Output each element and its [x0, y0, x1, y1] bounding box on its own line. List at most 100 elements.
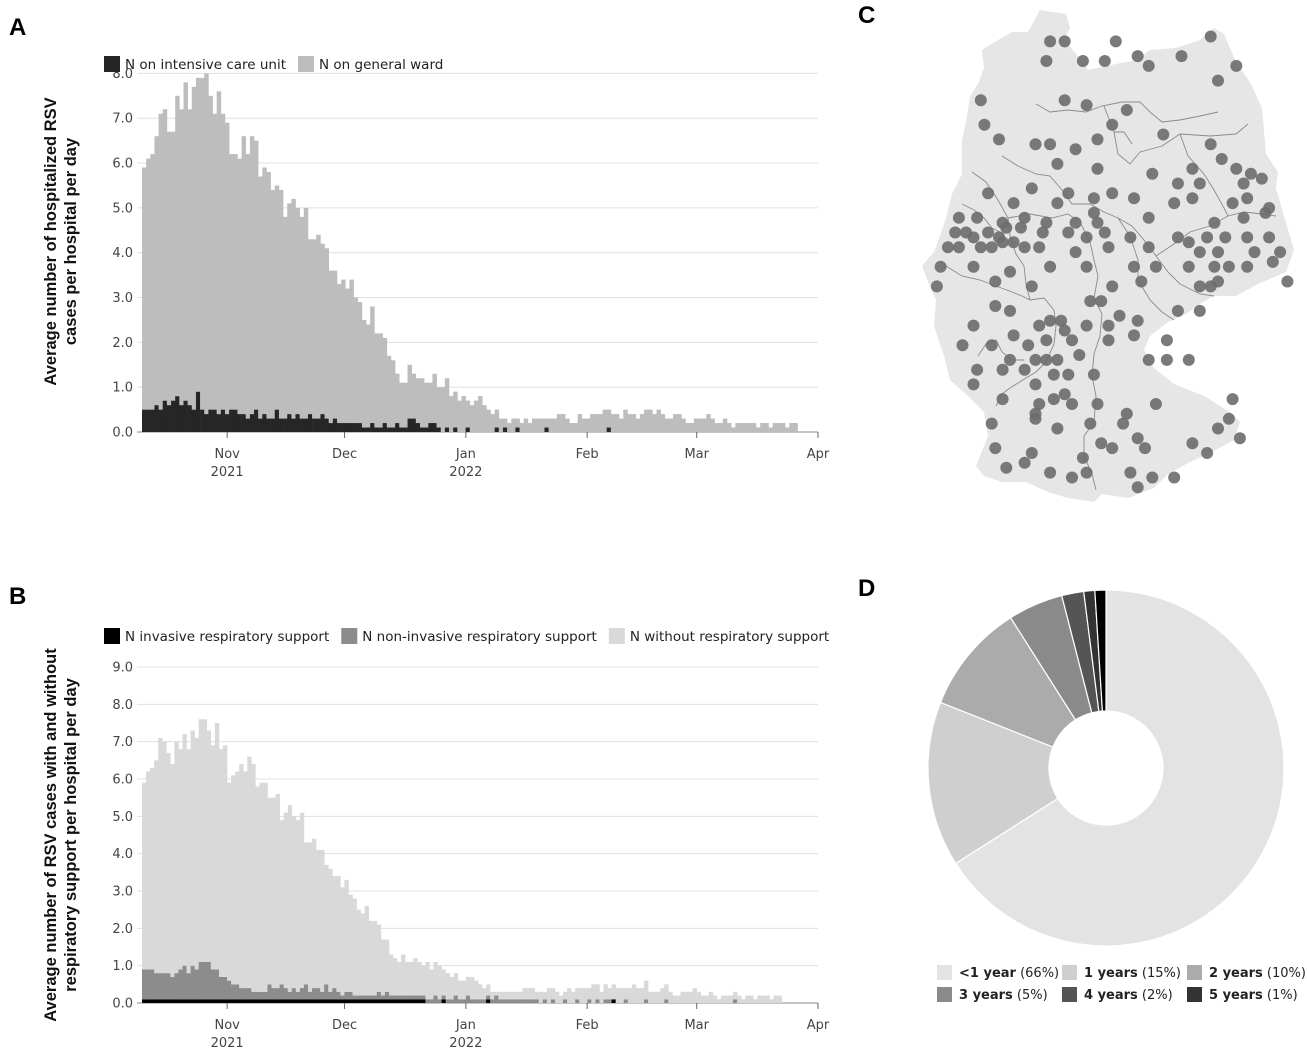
bar-segment: [295, 414, 300, 432]
bar-segment: [397, 999, 402, 1003]
bar-segment: [227, 980, 232, 1000]
bar-segment: [514, 999, 519, 1003]
bar-segment: [556, 414, 562, 432]
hospital-point: [1084, 417, 1097, 430]
hospital-point: [1171, 304, 1184, 317]
bar-segment: [200, 409, 205, 432]
bar-segment: [552, 418, 558, 432]
bar-segment: [216, 91, 222, 415]
bar-segment: [514, 991, 519, 1000]
hospital-point: [1204, 30, 1217, 43]
hospital-point: [1168, 197, 1181, 210]
bar-segment: [208, 95, 213, 410]
bar-segment: [146, 771, 151, 970]
bar-segment: [187, 109, 193, 406]
bar-segment: [324, 999, 329, 1003]
hospital-point: [1281, 275, 1294, 288]
panel-label-b: B: [9, 583, 27, 610]
bar-segment: [360, 913, 365, 996]
bar-segment: [179, 109, 184, 406]
bar-segment: [328, 868, 333, 992]
bar-segment: [166, 999, 171, 1003]
hospital-point: [1025, 182, 1038, 195]
bar-segment: [550, 988, 556, 1000]
hospital-point: [967, 231, 980, 244]
hospital-point: [1171, 177, 1184, 190]
bar-segment: [370, 306, 375, 424]
bar-segment: [204, 414, 209, 432]
bar-segment: [178, 749, 183, 970]
bar-segment: [401, 995, 406, 1000]
hospital-point: [1080, 319, 1093, 332]
bar-segment: [518, 999, 523, 1003]
hospital-point: [1182, 260, 1195, 273]
bar-segment: [368, 920, 374, 996]
y-tick-label: 7.0: [112, 112, 133, 127]
bar-segment: [271, 999, 276, 1003]
bar-segment: [307, 999, 313, 1003]
bar-segment: [251, 999, 256, 1003]
bar-segment: [224, 414, 230, 432]
hospital-point: [1069, 143, 1082, 156]
y-tick-label: 2.0: [112, 336, 133, 351]
bar-segment: [453, 427, 458, 432]
bar-segment: [486, 409, 491, 432]
bar-segment: [299, 418, 305, 432]
bar-segment: [263, 991, 268, 1000]
bar-segment: [239, 988, 244, 1000]
bar-segment: [405, 961, 410, 996]
bar-segment: [262, 414, 267, 432]
bar-segment: [672, 995, 677, 1003]
hospital-point: [1091, 133, 1104, 146]
x-tick-label: Mar: [684, 447, 709, 462]
hospital-point: [1062, 368, 1075, 381]
hospital-point: [1266, 255, 1279, 268]
bar-segment: [615, 988, 621, 1003]
state-borders: [945, 101, 1277, 491]
bar-segment: [287, 805, 293, 992]
bar-segment: [660, 414, 666, 432]
bar-segment: [681, 418, 686, 432]
bar-segment: [142, 409, 147, 432]
legend-label: N invasive respiratory support: [125, 629, 329, 645]
bar-segment: [563, 999, 568, 1003]
bar-segment: [279, 999, 284, 1003]
legend-swatch: [1187, 987, 1202, 1002]
bar-segment: [652, 414, 657, 432]
bar-segment: [530, 999, 535, 1003]
hospital-point: [1091, 216, 1104, 229]
bar-segment: [255, 991, 260, 1000]
panel-label-d: D: [858, 575, 876, 602]
y-axis-title: cases per hospital per day: [62, 137, 80, 345]
hospital-point: [1113, 309, 1126, 322]
hospital-point: [1091, 398, 1104, 410]
bar-segment: [510, 991, 515, 1000]
bar-segment: [656, 409, 661, 432]
hospital-point: [1182, 236, 1195, 249]
bar-segment: [558, 995, 564, 1003]
bar-segment: [417, 961, 422, 996]
hospital-point: [1062, 226, 1075, 239]
bar-segment: [714, 423, 720, 432]
bar-segment: [441, 999, 446, 1003]
bar-segment: [360, 999, 365, 1003]
y-tick-label: 6.0: [112, 157, 133, 172]
bar-segment: [780, 423, 786, 432]
bar-segment: [716, 999, 722, 1003]
hospital-point: [1044, 138, 1057, 151]
legend-label: <1 year: [959, 966, 1017, 981]
bar-segment: [154, 999, 159, 1003]
bar-segment: [745, 995, 750, 1003]
bar-segment: [247, 988, 252, 1000]
bar-segment: [307, 842, 313, 992]
bar-segment: [575, 999, 580, 1003]
bar-segment: [569, 423, 574, 432]
hospital-point: [1124, 466, 1137, 479]
bar-segment: [502, 991, 507, 1000]
bar-segment: [673, 414, 678, 432]
hospital-point: [1004, 304, 1016, 317]
pie-slice: [927, 701, 1059, 865]
bar-segment: [291, 198, 296, 419]
hospital-points: [930, 30, 1294, 494]
bar-segment: [542, 991, 548, 1000]
